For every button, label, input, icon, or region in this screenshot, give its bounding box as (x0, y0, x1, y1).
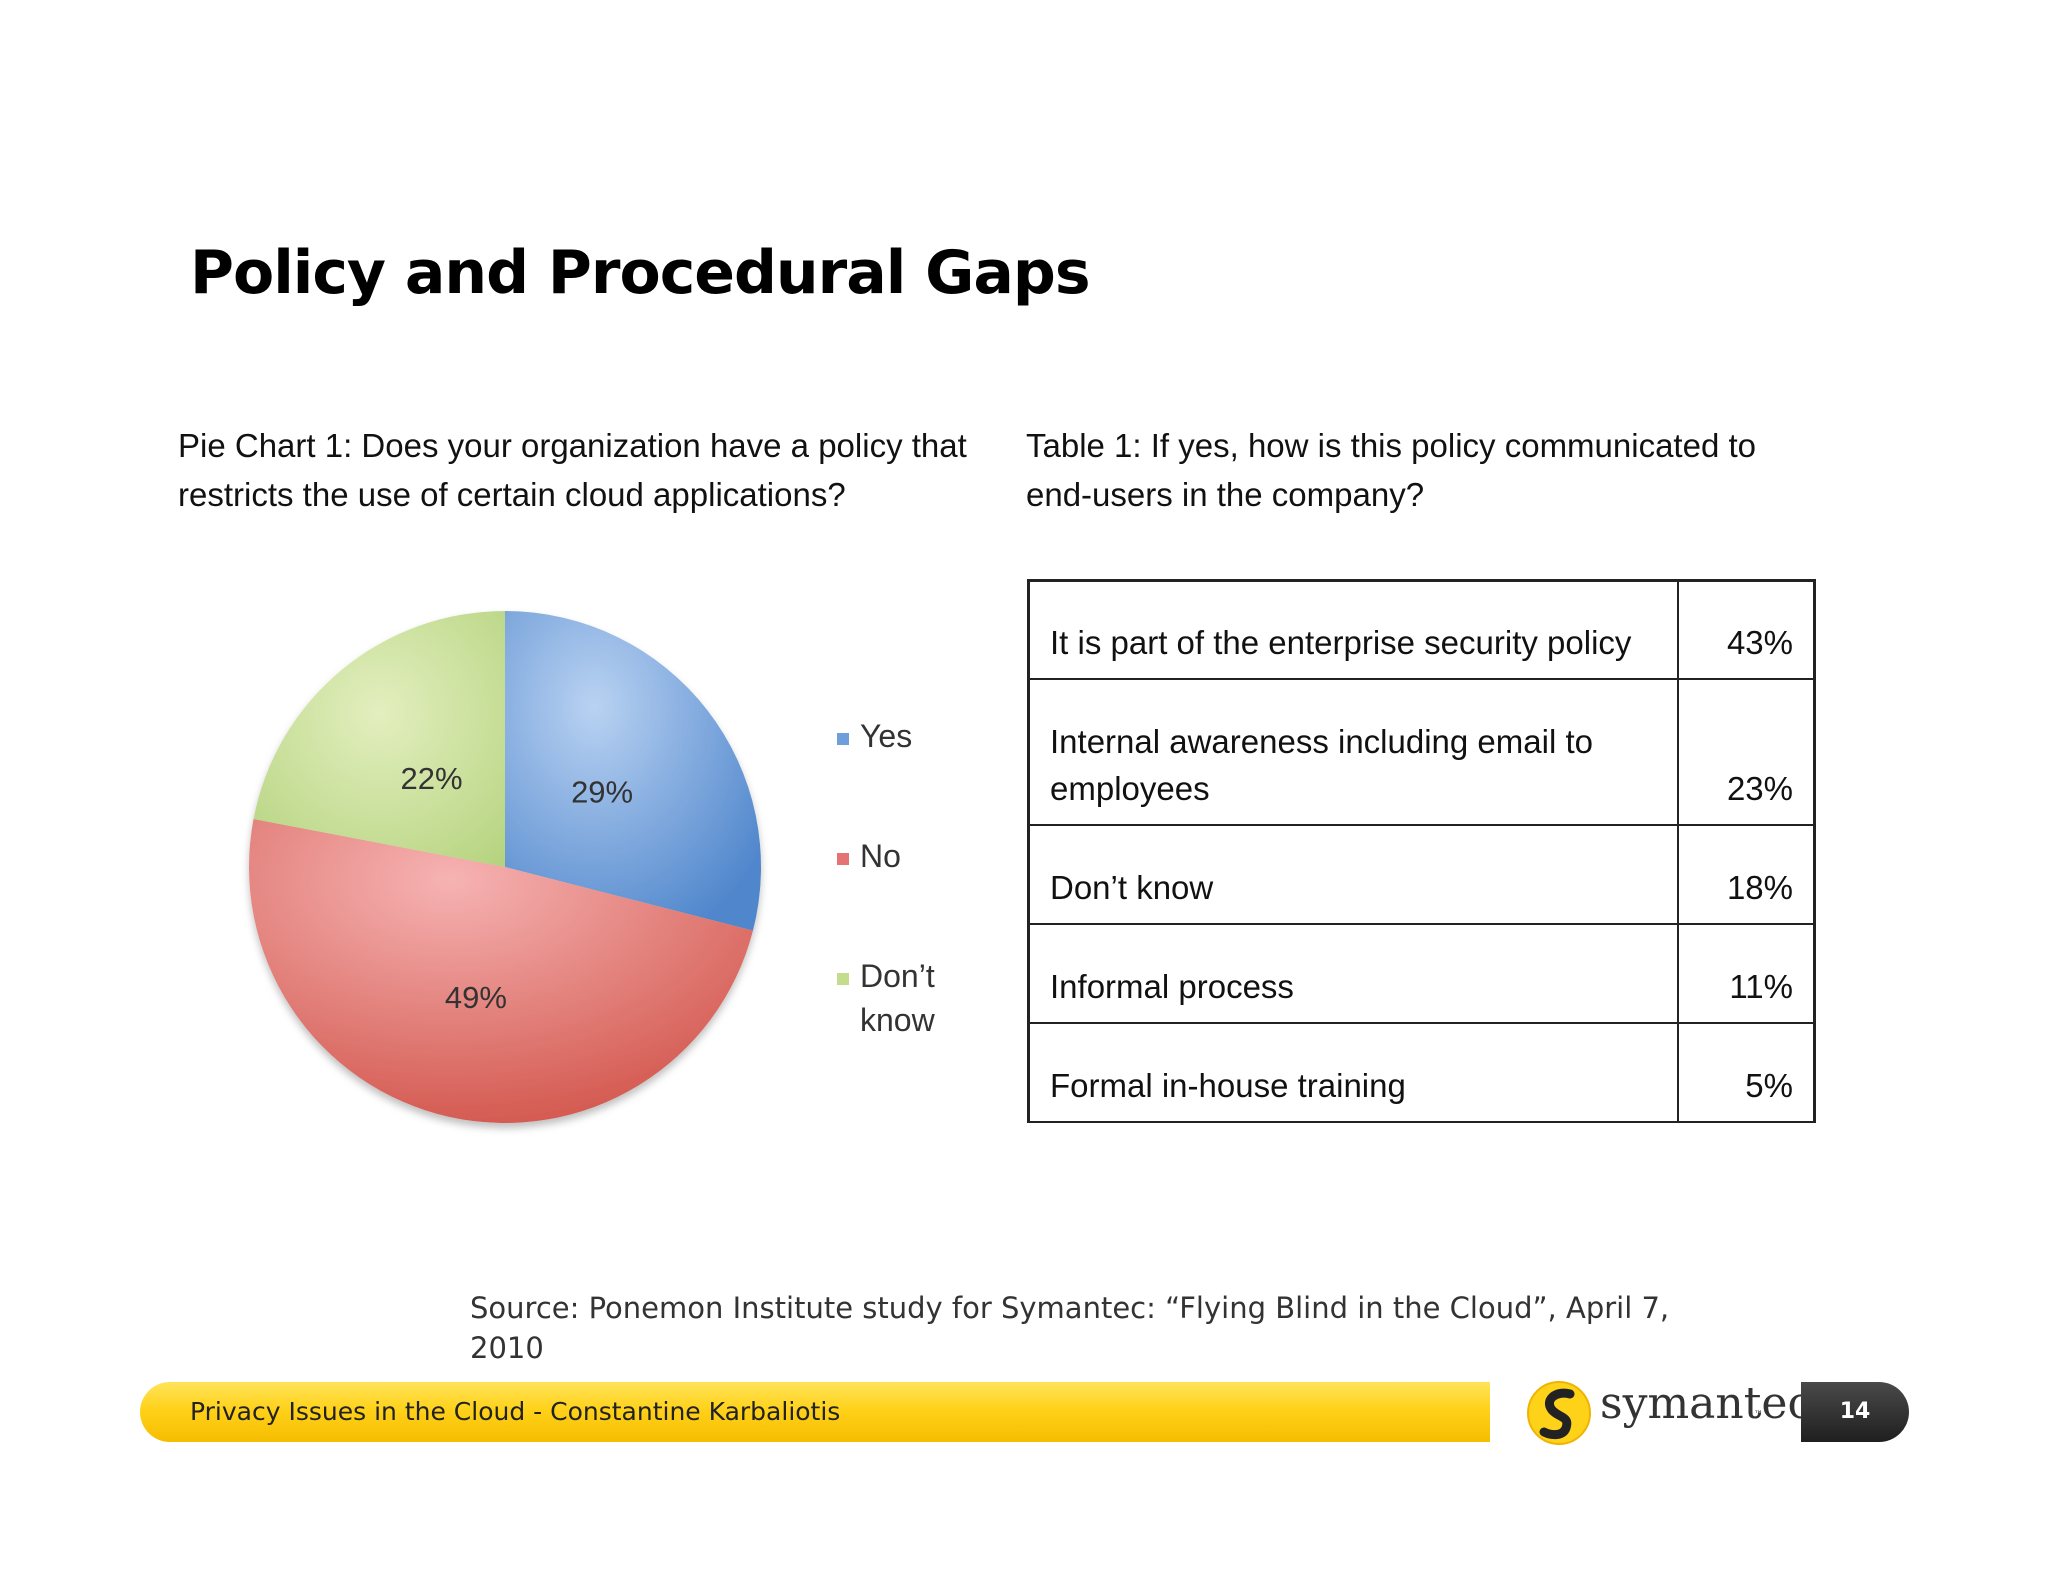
legend-label: Yes (860, 718, 912, 754)
footer-bar (140, 1382, 1490, 1442)
legend-swatch (837, 853, 849, 865)
symantec-logo-text: symantec. (1600, 1378, 1827, 1429)
pie-data-label: 22% (401, 761, 463, 796)
row-label: Don’t know (1027, 824, 1679, 925)
source-note: Source: Ponemon Institute study for Syma… (470, 1291, 1670, 1365)
table-caption: Table 1: If yes, how is this policy comm… (1026, 427, 1756, 513)
legend-label: Don’t know (860, 958, 936, 1038)
legend-swatch (837, 973, 849, 985)
row-value: 5% (1677, 1022, 1816, 1123)
row-label: It is part of the enterprise security po… (1027, 579, 1679, 680)
row-label: Internal awareness including email to em… (1027, 678, 1679, 826)
table-row: Informal process 11% (1027, 923, 1816, 1024)
pie-chart-caption: Pie Chart 1: Does your organization have… (178, 427, 967, 513)
slide-title: Policy and Procedural Gaps (190, 238, 1091, 308)
page-number: 14 (1839, 1399, 1871, 1424)
legend-swatch (837, 733, 849, 745)
pie-slice-no (249, 819, 753, 1123)
logo-trademark: ™ (1754, 1410, 1763, 1420)
footer-text: Privacy Issues in the Cloud - Constantin… (190, 1397, 841, 1426)
pie-chart: 29% 49% 22% Yes No Don’t know (249, 611, 936, 1123)
table-row: Don’t know 18% (1027, 824, 1816, 925)
survey-table: It is part of the enterprise security po… (1027, 579, 1816, 1123)
legend-label: No (860, 838, 901, 874)
row-value: 43% (1677, 579, 1816, 680)
row-value: 11% (1677, 923, 1816, 1024)
table-row: Internal awareness including email to em… (1027, 678, 1816, 826)
table-row: Formal in-house training 5% (1027, 1022, 1816, 1123)
symantec-logo-icon (1527, 1381, 1591, 1445)
row-label: Informal process (1027, 923, 1679, 1024)
pie-slice-yes (505, 611, 761, 931)
row-value: 23% (1677, 678, 1816, 826)
row-label: Formal in-house training (1027, 1022, 1679, 1123)
table-row: It is part of the enterprise security po… (1027, 579, 1816, 680)
page-number-pill (1801, 1382, 1909, 1442)
row-value: 18% (1677, 824, 1816, 925)
pie-slice-don-t-know (253, 611, 505, 867)
pie-data-label: 29% (571, 775, 633, 810)
pie-data-label: 49% (445, 980, 507, 1015)
